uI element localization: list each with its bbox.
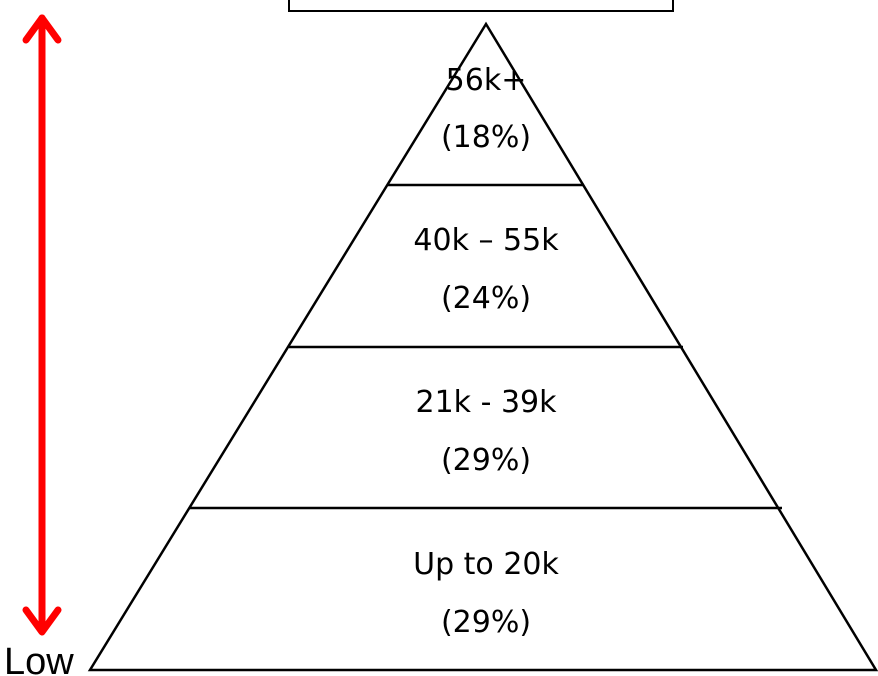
title-box [288, 0, 674, 12]
pyramid-tier-top: 56k+ (18%) [441, 63, 531, 155]
tier-range-label: 21k - 39k [416, 385, 558, 420]
tier-range-label: 56k+ [446, 63, 527, 98]
tier-range-label: Up to 20k [413, 547, 559, 582]
pyramid-tier-lower-middle: 21k - 39k (29%) [416, 385, 558, 478]
tier-share-label: (24%) [441, 281, 531, 316]
arrow-head-down-icon [22, 606, 62, 636]
pyramid-tier-base: Up to 20k (29%) [413, 547, 559, 640]
tier-share-label: (29%) [441, 443, 531, 478]
scale-arrow [22, 14, 62, 636]
tier-share-label: (29%) [441, 605, 531, 640]
pyramid-tier-upper-middle: 40k – 55k (24%) [413, 223, 559, 316]
tier-share-label: (18%) [441, 120, 531, 155]
arrow-head-up-icon [22, 14, 62, 44]
tier-range-label: 40k – 55k [413, 223, 559, 258]
axis-low-label: Low [4, 641, 74, 676]
